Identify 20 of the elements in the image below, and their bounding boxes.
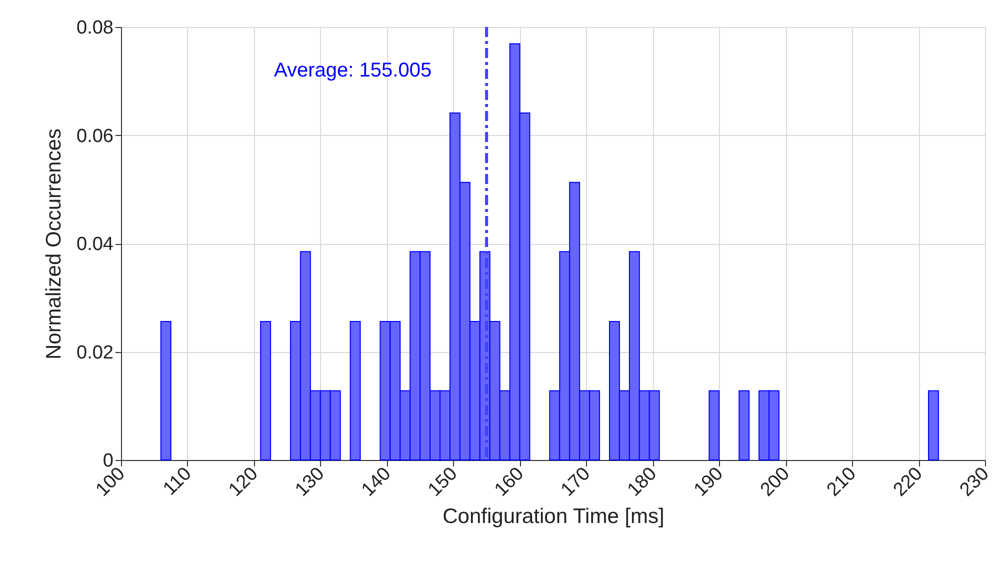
- x-tick-label: 160: [490, 463, 528, 501]
- x-axis-title: Configuration Time [ms]: [442, 504, 664, 528]
- x-tick-label: 180: [624, 463, 661, 501]
- ref-line-label: Average: 155.005: [274, 59, 432, 82]
- y-tick-label: 0.02: [76, 342, 114, 364]
- x-tick-label: 120: [224, 463, 262, 501]
- x-tick-label: 150: [424, 463, 462, 501]
- x-tick-label: 170: [557, 463, 595, 501]
- x-tick-label: 230: [956, 463, 994, 501]
- x-tick-label: 190: [690, 463, 728, 501]
- y-tick-label: 0.08: [76, 18, 114, 38]
- x-tick-label: 210: [823, 463, 860, 501]
- x-tick-label: 220: [890, 463, 927, 501]
- x-tick-label: 110: [159, 463, 196, 500]
- x-tick-label: 140: [358, 463, 396, 501]
- x-tick-label: 130: [291, 463, 329, 501]
- y-tick-label: 0.04: [76, 234, 114, 255]
- y-axis-title: Normalized Occurrences: [42, 128, 66, 360]
- x-tick-label: 200: [756, 463, 794, 501]
- y-tick-label: 0.06: [76, 126, 114, 147]
